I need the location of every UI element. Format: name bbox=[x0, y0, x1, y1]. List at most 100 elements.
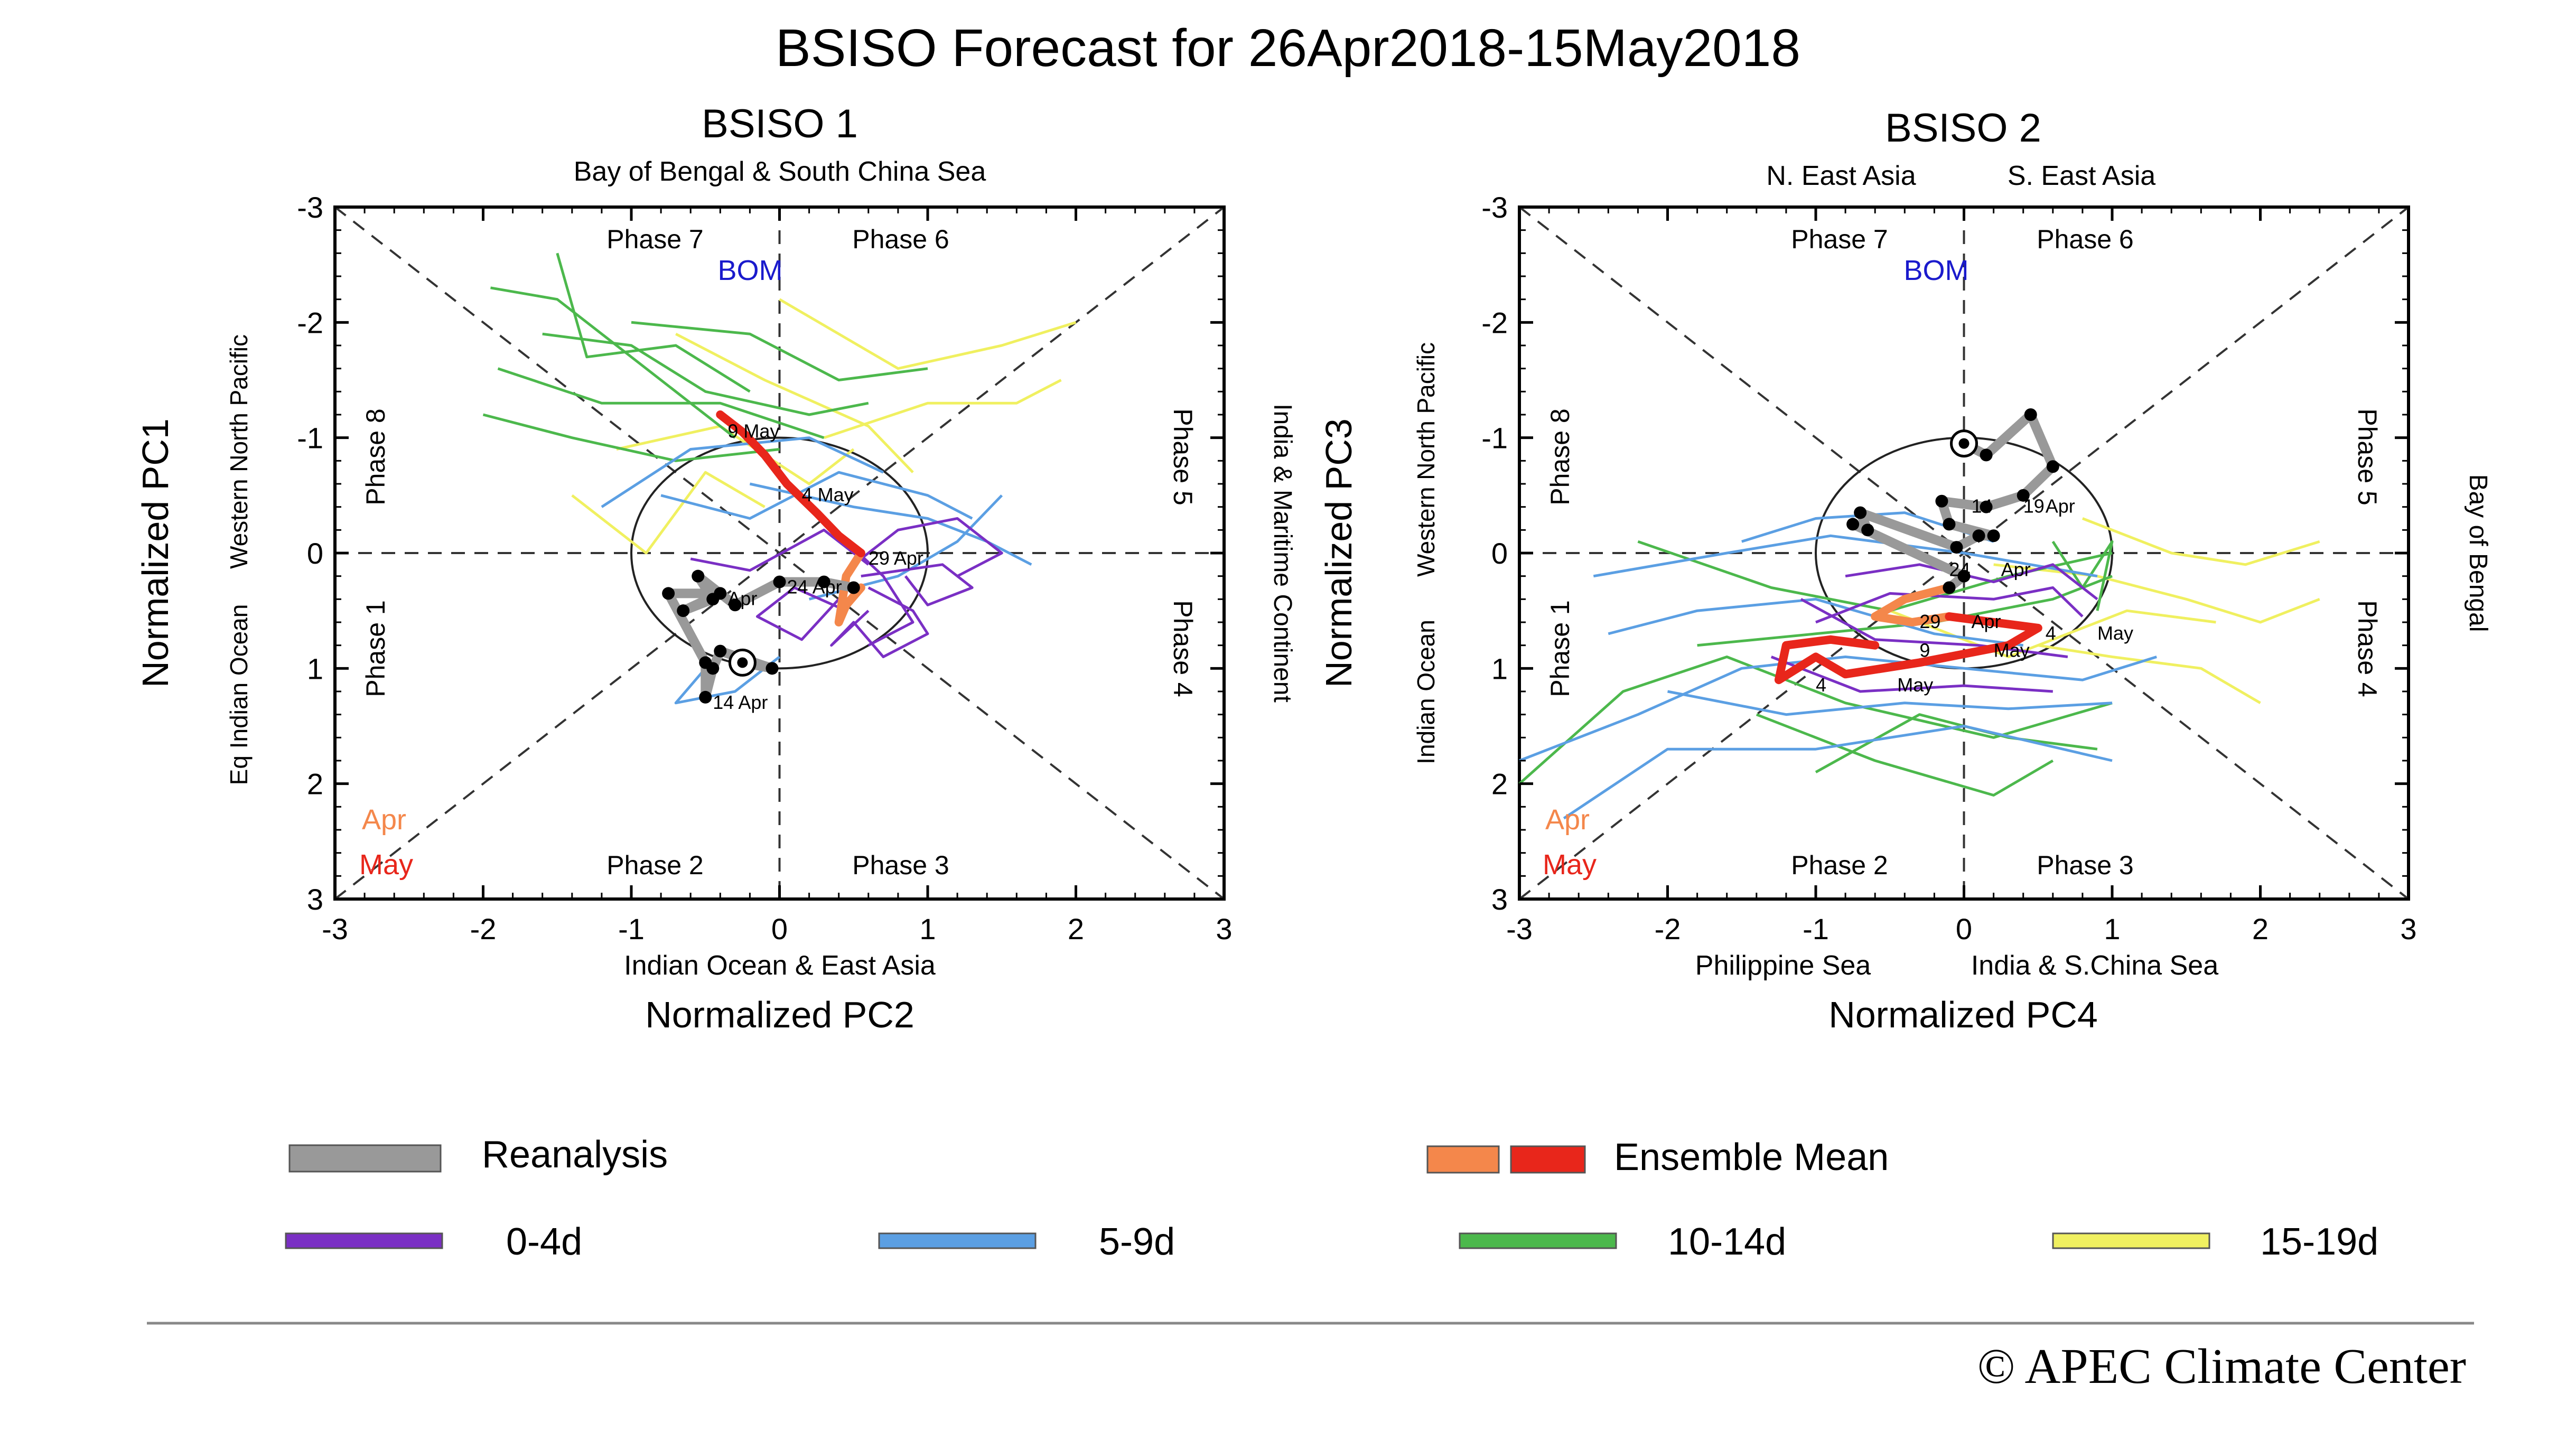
chart1-member-d10-14-line-0 bbox=[542, 332, 869, 416]
chart1-ytick-label-5: 2 bbox=[307, 768, 323, 801]
chart1-ytick-label-1: -2 bbox=[297, 306, 323, 339]
chart1-region-top: Bay of Bengal & South China Sea bbox=[574, 156, 986, 187]
chart1-member-d5-9-line-0 bbox=[749, 482, 1032, 566]
chart1-xtick-label-3: 0 bbox=[771, 912, 788, 946]
chart2-phase-7: Phase 7 bbox=[1791, 224, 1888, 254]
chart2-reanalysis-point-9 bbox=[1972, 529, 1985, 542]
legend-label-5-9d: 5-9d bbox=[1099, 1221, 1175, 1263]
chart2-phase-1: Phase 1 bbox=[1545, 600, 1575, 697]
chart1-member-d15-19-line-2 bbox=[823, 379, 1062, 439]
chart2-reanalysis-point-5 bbox=[1980, 500, 1993, 513]
chart2-member-d5-9-line-2 bbox=[1593, 534, 2098, 578]
chart1-ytick-label-0: -3 bbox=[297, 191, 323, 224]
chart1-member-d15-19-line-1 bbox=[571, 471, 766, 555]
chart2-member-d5-9-line-3 bbox=[1608, 597, 2024, 647]
legend-swatch-ensemble-may bbox=[1510, 1145, 1586, 1174]
chart2-phase-8: Phase 8 bbox=[1545, 408, 1575, 505]
chart1-xtick-label-5: 2 bbox=[1068, 912, 1084, 946]
chart2-reanalysis-start-dot bbox=[1958, 438, 1970, 449]
chart1-member-d10-14-line-3 bbox=[490, 286, 736, 439]
legend-label-10-14d: 10-14d bbox=[1668, 1221, 1786, 1263]
chart1-member-d10-14-line-5 bbox=[482, 413, 780, 462]
chart2-region-bottom-left: Philippine Sea bbox=[1695, 950, 1871, 981]
chart1-bom-label: BOM bbox=[717, 255, 782, 286]
legend-swatch-10-14d bbox=[1459, 1232, 1617, 1249]
chart1-unit-circle bbox=[630, 436, 929, 670]
chart1-reanalysis-start-dot bbox=[737, 657, 748, 668]
chart2-member-d5-9-line-0 bbox=[1519, 656, 2157, 762]
chart2-xtick-label-5: 2 bbox=[2252, 912, 2269, 946]
legend-label-ensemble-mean: Ensemble Mean bbox=[1614, 1136, 1889, 1178]
chart2-bom-label: BOM bbox=[1903, 255, 1968, 286]
legend-item-15-19d: 15-19d bbox=[2052, 1221, 2378, 1263]
chart1-phase-2: Phase 2 bbox=[606, 850, 703, 880]
chart1-region-right: India & Maritime Continent bbox=[1268, 404, 1296, 703]
chart1-xtick-label-2: -1 bbox=[618, 912, 645, 946]
chart1-title: BSISO 1 bbox=[702, 101, 858, 146]
chart2-ensemble-label-2: 4 bbox=[2046, 622, 2056, 644]
chart1-plot-area: 14 Apr Apr 24 Apr 29 Apr 4 May 9 May -3 -2 -1 0 1… bbox=[297, 191, 1232, 946]
chart2-reanalysis-point-1 bbox=[1980, 448, 1993, 462]
chart2-member-d15-19-line-1 bbox=[2082, 517, 2320, 566]
chart2-ensemble-label-4: 9 bbox=[1919, 640, 1930, 661]
chart-bsiso1: BSISO 1 Bay of Bengal & South China Sea … bbox=[135, 101, 1296, 1035]
chart2-member-d0-4-line-3 bbox=[1800, 598, 2068, 658]
chart1-reanalysis-point-6 bbox=[662, 587, 675, 600]
chart1-month-apr: Apr bbox=[362, 804, 406, 836]
chart2-ensemble-label-0: 29 bbox=[1919, 611, 1940, 632]
legend-item-5-9d: 5-9d bbox=[878, 1221, 1175, 1263]
chart1-ytick-label-4: 1 bbox=[307, 652, 323, 685]
chart2-reanalysis-point-7 bbox=[1943, 518, 1956, 531]
chart2-member-d0-4-line-1 bbox=[1770, 656, 2053, 693]
legend-swatch-5-9d bbox=[878, 1232, 1037, 1249]
chart2-phase-2: Phase 2 bbox=[1791, 850, 1888, 880]
chart2-ensemble-label-3: May bbox=[2097, 622, 2133, 644]
chart1-reanalysis-point-5 bbox=[699, 656, 712, 669]
chart1-reanalysis-label-1: Apr bbox=[727, 587, 757, 609]
chart2-xtick-label-2: -1 bbox=[1803, 912, 1829, 946]
chart2-reanalysis-point-2 bbox=[2024, 408, 2037, 421]
chart2-reanalysis-point-3 bbox=[2046, 460, 2059, 473]
chart1-reanalysis-point-9 bbox=[706, 593, 720, 606]
chart2-phase-6: Phase 6 bbox=[2037, 224, 2133, 254]
chart1-member-d0-4-line-2 bbox=[853, 517, 1003, 577]
chart2-reanalysis-point-14 bbox=[1957, 569, 1971, 583]
chart1-member-d10-14-line-4 bbox=[631, 321, 928, 381]
legend-swatch-0-4d bbox=[285, 1232, 443, 1249]
chart1-region-left-eqio: Eq Indian Ocean bbox=[225, 604, 253, 785]
chart2-ensemble-label-5: May bbox=[1994, 640, 2030, 661]
chart1-x-axis-label: Normalized PC2 bbox=[645, 994, 914, 1035]
chart1-member-d0-4-line-0 bbox=[830, 586, 929, 658]
chart2-region-top-right: S. East Asia bbox=[2008, 161, 2155, 191]
chart2-month-apr: Apr bbox=[1545, 804, 1590, 836]
chart2-reanalysis bbox=[1846, 408, 2059, 594]
chart2-reanalysis-label-3: 24 bbox=[1949, 559, 1970, 581]
chart1-reanalysis bbox=[662, 569, 860, 704]
chart1-reanalysis-point-14 bbox=[847, 581, 860, 594]
chart2-reanalysis-label-4: Apr bbox=[2001, 559, 2031, 581]
legend-item-10-14d: 10-14d bbox=[1459, 1221, 1786, 1263]
chart1-xtick-label-0: -3 bbox=[322, 912, 348, 946]
legend-swatch-15-19d bbox=[2052, 1232, 2210, 1249]
chart1-member-d10-14-line-1 bbox=[497, 367, 825, 439]
legend-item-reanalysis: Reanalysis bbox=[288, 1134, 668, 1176]
copyright-text: © APEC Climate Center bbox=[1977, 1339, 2466, 1394]
chart2-ytick-label-3: 0 bbox=[1491, 537, 1508, 570]
chart2-reanalysis-point-8 bbox=[1987, 529, 2000, 542]
chart2-xtick-label-4: 1 bbox=[2104, 912, 2120, 946]
chart2-region-left-io: Indian Ocean bbox=[1412, 620, 1440, 764]
chart1-date-labels: 14 Apr Apr 24 Apr 29 Apr 4 May 9 May bbox=[713, 420, 923, 713]
chart1-ensemble-members bbox=[482, 252, 1077, 705]
chart2-reanalysis-point-13 bbox=[1846, 518, 1860, 531]
chart1-phase-6: Phase 6 bbox=[852, 224, 949, 254]
chart1-phase-1: Phase 1 bbox=[361, 600, 390, 697]
chart2-phase-4: Phase 4 bbox=[2353, 600, 2382, 697]
chart1-phase-4: Phase 4 bbox=[1168, 600, 1198, 697]
chart2-ytick-label-6: 3 bbox=[1491, 883, 1508, 916]
chart2-x-axis-label: Normalized PC4 bbox=[1828, 994, 2098, 1035]
chart2-reanalysis-point-4 bbox=[2017, 489, 2030, 502]
chart2-reanalysis-label-0: 14 bbox=[1972, 495, 1993, 517]
